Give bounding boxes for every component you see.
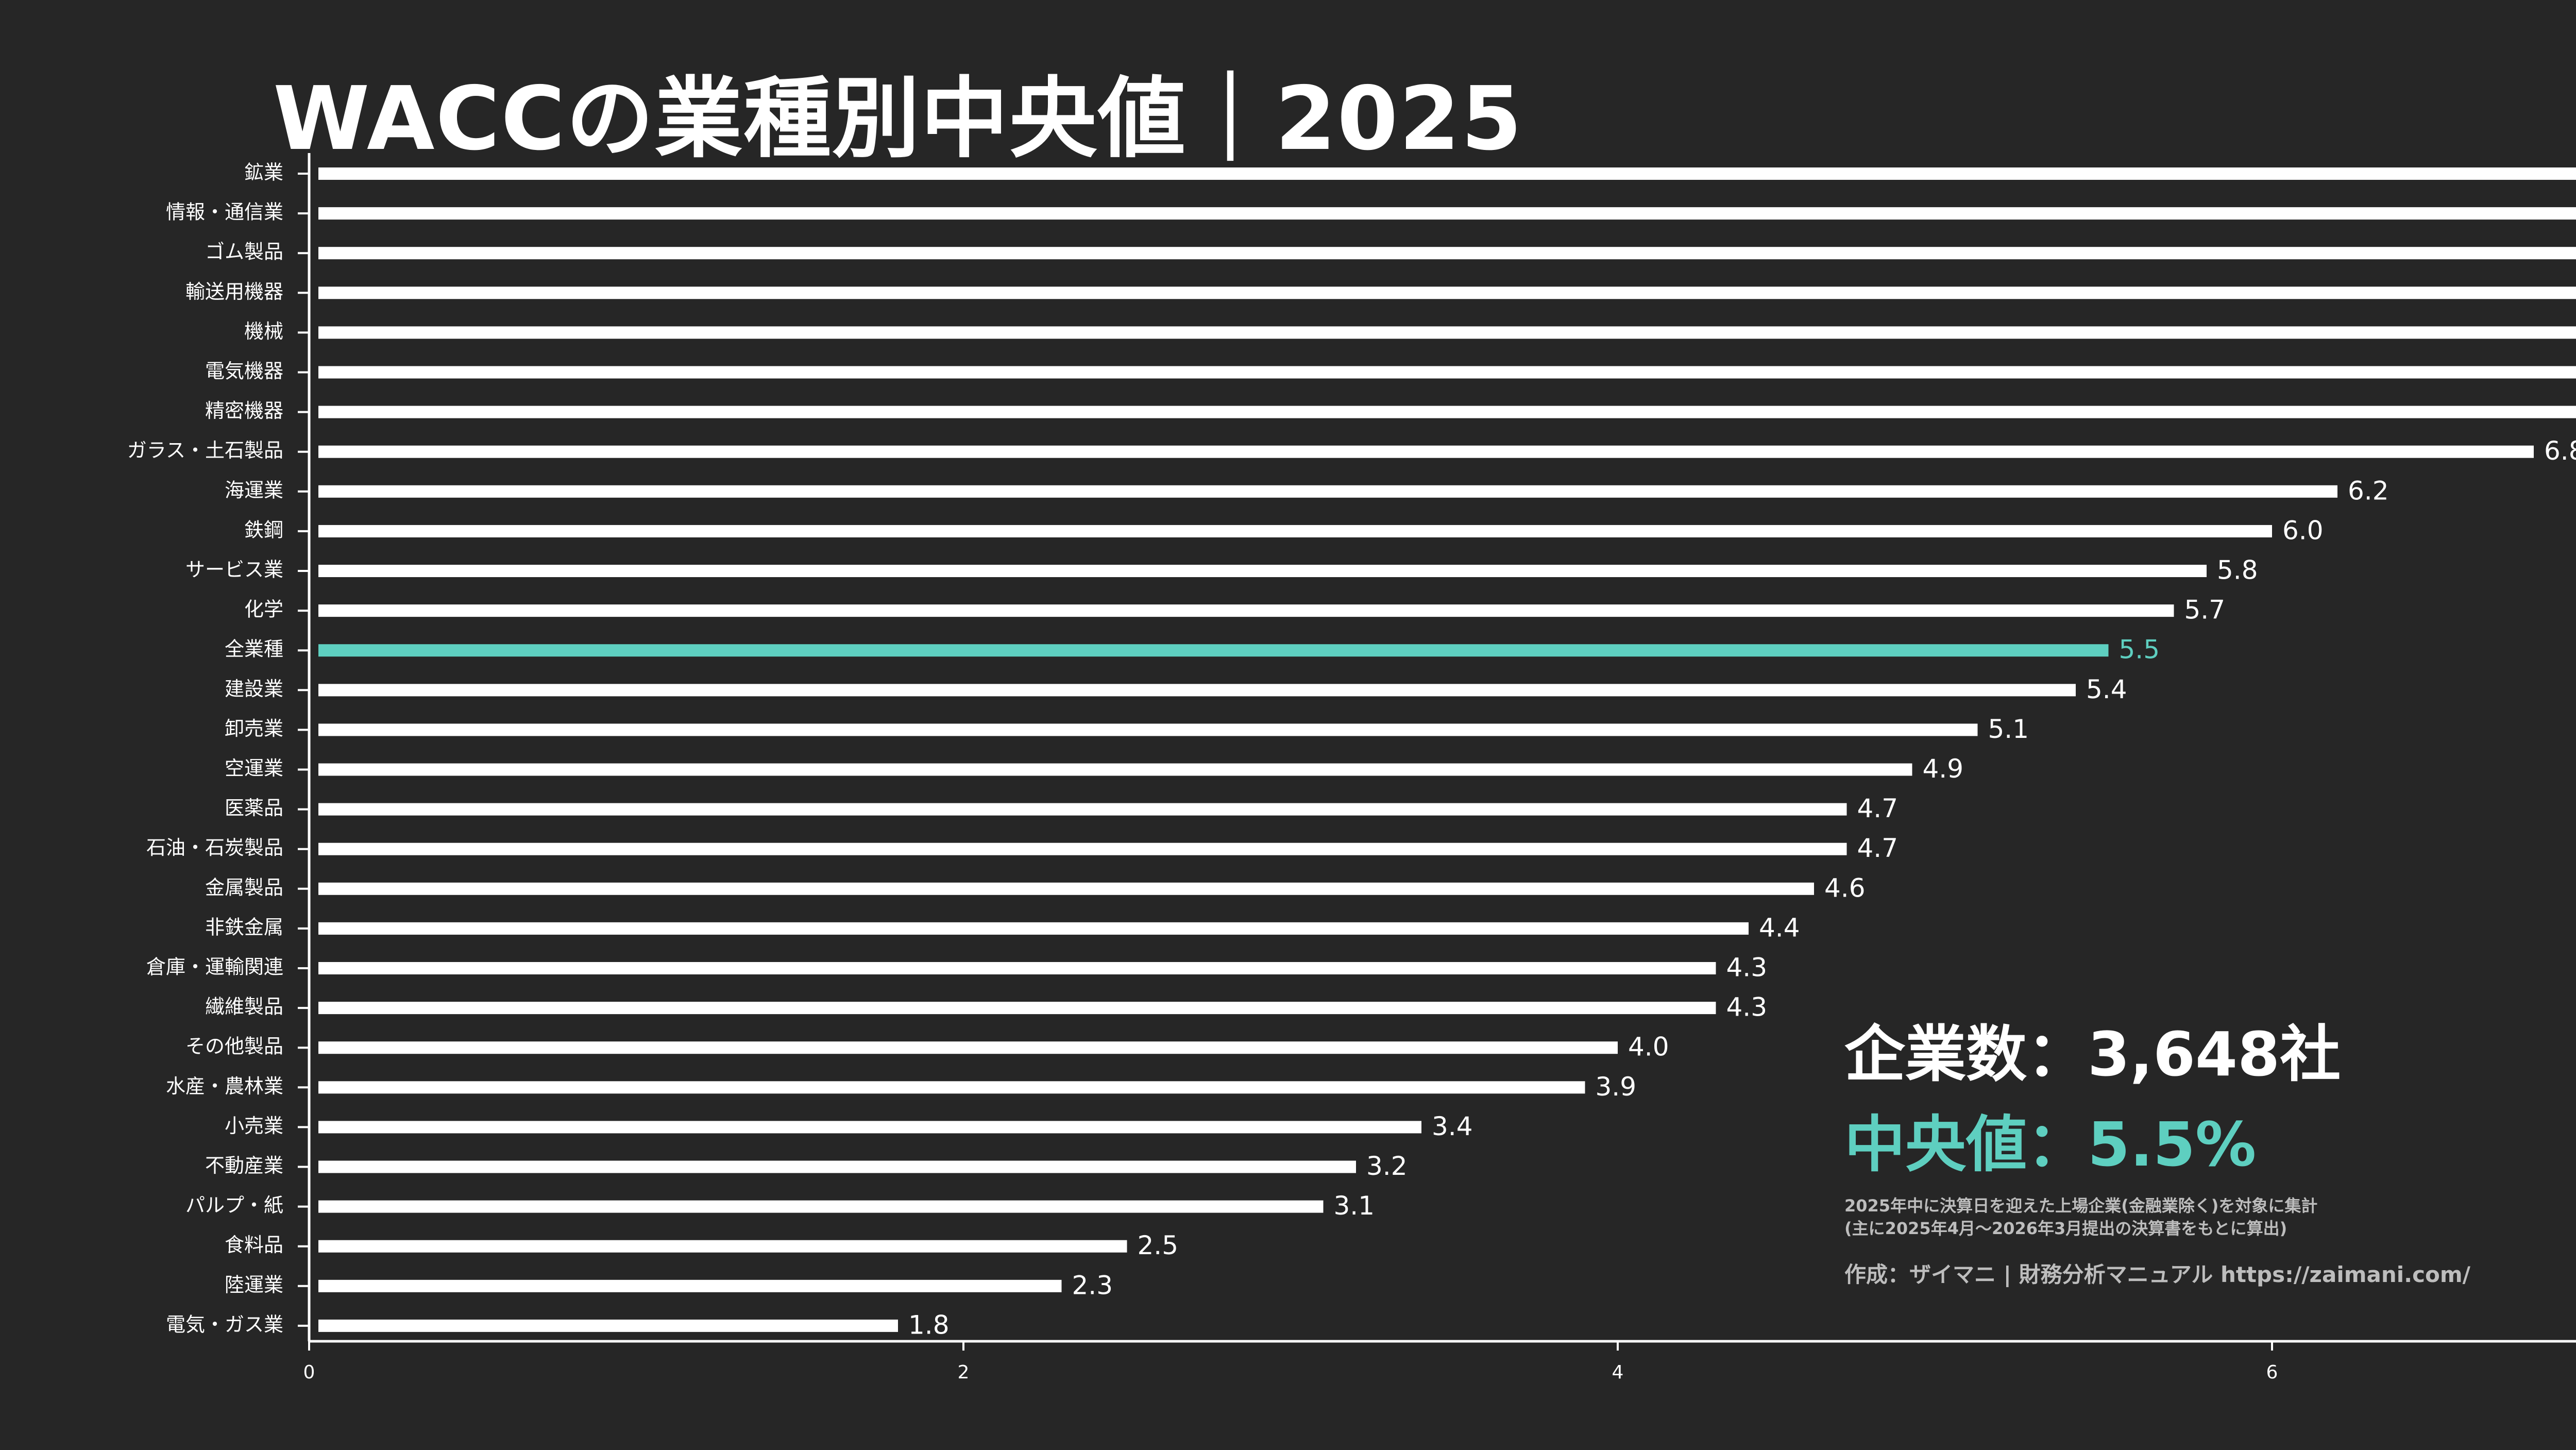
company-count-summary: 企業数：3,648社: [1844, 1005, 2341, 1093]
value-label: 4.4: [1759, 913, 1800, 942]
value-label: 5.8: [2217, 555, 2258, 585]
bar: [318, 1200, 1324, 1213]
bar: [318, 1002, 1716, 1015]
category-label: 海運業: [225, 479, 283, 501]
value-label: 4.6: [1824, 873, 1866, 903]
bar: [318, 1279, 1062, 1292]
company-count-value: 3,648社: [2088, 1019, 2341, 1090]
bar: [318, 406, 2576, 418]
category-label: 機械: [244, 320, 283, 343]
bar: [318, 684, 2076, 697]
chart-title: WACCの業種別中央値｜2025: [273, 68, 1523, 170]
bar: [318, 247, 2576, 260]
value-label: 5.7: [2184, 595, 2226, 625]
value-label: 4.7: [1857, 833, 1899, 863]
bar: [318, 882, 1814, 895]
bar: [318, 1319, 898, 1332]
category-label: 陸運業: [225, 1273, 283, 1296]
value-label: 6.0: [2282, 515, 2324, 545]
category-label: 倉庫・運輸関連: [146, 956, 283, 979]
x-tick-label: 4: [1612, 1362, 1624, 1383]
value-label: 3.9: [1596, 1072, 1637, 1102]
credit-line: 作成：ザイマニ | 財務分析マニュアル https://zaimani.com/: [1844, 1262, 2470, 1287]
bar: [318, 1041, 1618, 1054]
bar: [318, 922, 1749, 935]
category-label: 石油・石炭製品: [146, 836, 283, 859]
category-label: 繊維製品: [205, 996, 283, 1018]
median-summary: 中央値：5.5%: [1844, 1095, 2256, 1183]
bar: [318, 445, 2534, 458]
value-label: 4.0: [1628, 1032, 1669, 1062]
category-label: 医薬品: [225, 797, 283, 819]
category-label: その他製品: [185, 1035, 283, 1058]
bar: [318, 525, 2272, 537]
category-label: 水産・農林業: [166, 1075, 283, 1098]
bar: [318, 207, 2576, 220]
bar-highlight: [318, 644, 2109, 657]
category-label: 精密機器: [205, 399, 283, 422]
x-tick-label: 0: [303, 1362, 315, 1383]
bar: [318, 803, 1847, 816]
scope-note: 2025年中に決算日を迎えた上場企業(金融業除く)を対象に集計: [1844, 1196, 2318, 1216]
category-label: 卸売業: [225, 717, 283, 740]
x-tick-label: 6: [2266, 1362, 2278, 1383]
category-label: ガラス・土石製品: [127, 439, 283, 462]
category-label: 鉱業: [244, 161, 283, 184]
value-label: 5.4: [2086, 675, 2127, 704]
bar: [318, 1240, 1127, 1253]
value-label: 3.2: [1366, 1151, 1408, 1181]
bar: [318, 485, 2337, 498]
median-value: 5.5%: [2088, 1109, 2257, 1180]
bar: [318, 167, 2576, 180]
value-label: 5.1: [1988, 714, 2029, 744]
bar: [318, 604, 2174, 617]
category-label: 全業種: [225, 638, 283, 661]
category-label: 鉄鋼: [244, 518, 283, 541]
source-note: (主に2025年4月〜2026年3月提出の決算書をもとに算出): [1844, 1219, 2287, 1238]
bar: [318, 842, 1847, 855]
value-label: 6.2: [2348, 476, 2389, 505]
value-label: 6.8: [2544, 436, 2576, 466]
bar: [318, 565, 2207, 577]
category-label: 不動産業: [205, 1154, 283, 1177]
bar: [318, 962, 1716, 974]
category-label: 電気・ガス業: [166, 1313, 283, 1336]
value-label: 4.3: [1726, 992, 1768, 1022]
bar: [318, 1160, 1356, 1173]
value-label: 2.3: [1072, 1270, 1113, 1300]
x-tick-label: 2: [958, 1362, 970, 1383]
value-label: 5.5: [2119, 635, 2160, 665]
bar: [318, 286, 2576, 299]
category-label: サービス業: [185, 559, 283, 581]
category-label: 輸送用機器: [185, 280, 283, 303]
category-label: 小売業: [225, 1115, 283, 1137]
bar: [318, 723, 1978, 736]
median-label: 中央値：: [1844, 1109, 2088, 1180]
category-label: 建設業: [225, 678, 283, 700]
category-label: 金属製品: [205, 876, 283, 899]
bar: [318, 763, 1912, 776]
value-label: 1.8: [908, 1310, 950, 1340]
category-label: 非鉄金属: [205, 916, 283, 938]
category-label: ゴム製品: [205, 241, 283, 263]
value-label: 2.5: [1138, 1230, 1179, 1260]
category-label: 化学: [244, 598, 283, 621]
category-label: 食料品: [225, 1234, 283, 1256]
value-label: 4.7: [1857, 794, 1899, 823]
category-label: パルプ・紙: [185, 1194, 283, 1217]
value-label: 3.4: [1432, 1111, 1473, 1141]
category-label: 電気機器: [205, 360, 283, 382]
bar: [318, 1121, 1421, 1134]
bar: [318, 366, 2576, 379]
company-count-label: 企業数：: [1844, 1019, 2088, 1090]
category-label: 情報・通信業: [166, 201, 283, 224]
value-label: 4.3: [1726, 953, 1768, 983]
value-label: 4.9: [1923, 754, 1964, 784]
bar: [318, 326, 2576, 339]
category-label: 空運業: [225, 757, 283, 780]
value-label: 3.1: [1334, 1191, 1375, 1221]
bar: [318, 1081, 1585, 1094]
